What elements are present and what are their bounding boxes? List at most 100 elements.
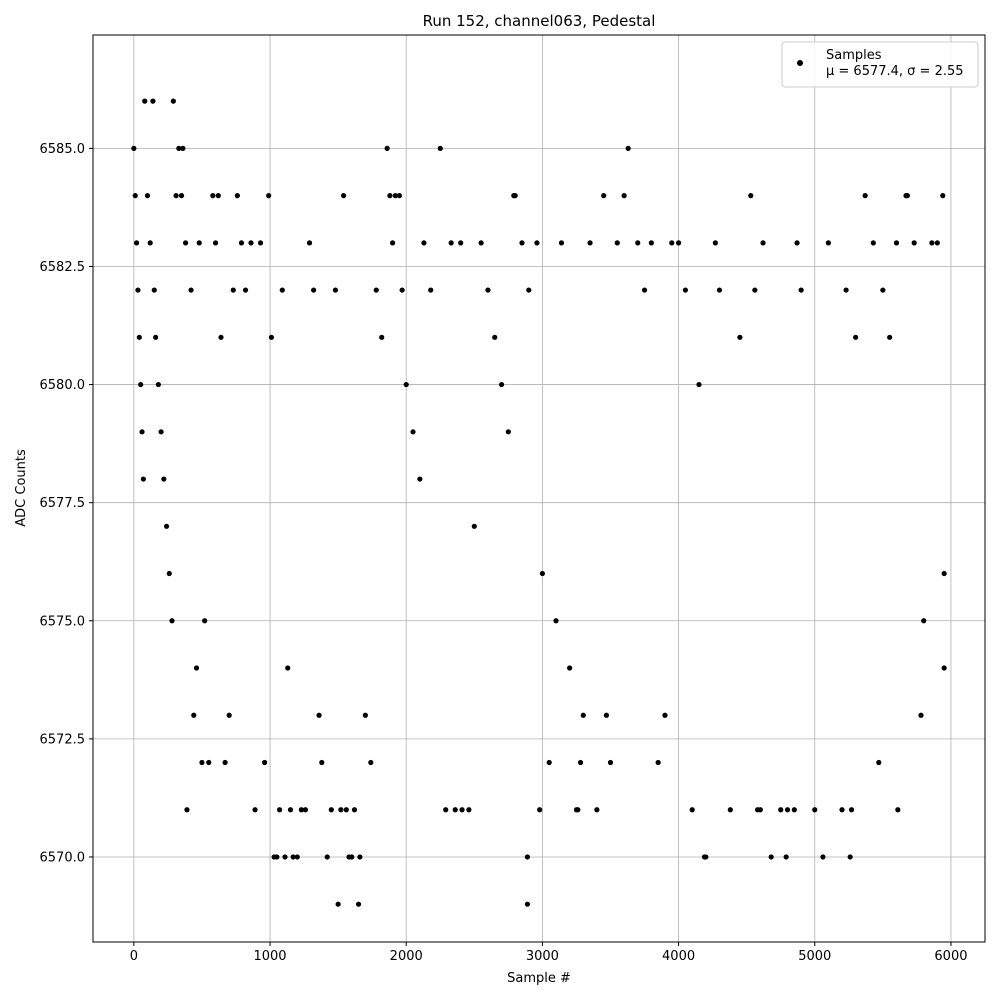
data-point [222, 759, 228, 766]
data-point [279, 287, 285, 293]
data-point [641, 287, 648, 293]
data-point [316, 712, 322, 718]
x-ticks: 0 1000 2000 3000 4000 5000 6000 [130, 942, 968, 964]
data-point [142, 98, 148, 104]
data-point [478, 240, 484, 246]
data-point [675, 240, 682, 246]
y-tick-label: 6572.5 [40, 732, 86, 747]
grid-layer [93, 35, 985, 942]
data-point [166, 570, 172, 577]
data-point [466, 807, 472, 813]
y-axis-label: ADC Counts [14, 449, 29, 527]
data-point [218, 334, 224, 340]
data-point [139, 429, 145, 435]
data-point [158, 429, 164, 435]
data-point [862, 193, 868, 199]
data-point [921, 618, 927, 624]
y-ticks: 6570.0 6572.5 6575.0 6577.5 6580.0 6582.5 6585… [40, 142, 93, 865]
data-point [716, 287, 723, 293]
data-point [648, 240, 654, 246]
legend: Samples μ = 6577.4, σ = 2.55 [781, 41, 979, 88]
data-point [257, 240, 264, 246]
data-point [911, 240, 917, 246]
data-point [587, 240, 593, 246]
data-point [459, 807, 465, 813]
data-point [132, 193, 138, 199]
data-point [135, 287, 141, 293]
data-point [392, 193, 398, 199]
data-point [335, 901, 341, 907]
data-point [151, 287, 157, 293]
data-point [410, 429, 416, 435]
x-axis-label: Sample # [507, 971, 571, 986]
data-point [268, 334, 274, 340]
data-point [136, 334, 142, 340]
y-tick-label: 6580.0 [40, 378, 86, 393]
data-point [178, 193, 185, 199]
data-point [539, 570, 546, 577]
y-tick-label: 6575.0 [40, 614, 86, 629]
data-point [349, 854, 355, 860]
data-point [760, 240, 766, 246]
data-point [452, 807, 458, 813]
data-point [379, 334, 385, 340]
y-tick-label: 6577.5 [40, 496, 86, 511]
legend-box [781, 41, 979, 88]
data-point [682, 287, 688, 293]
data-point [196, 240, 202, 246]
data-point [324, 854, 330, 860]
data-point [282, 854, 288, 860]
data-point [248, 240, 254, 246]
data-point [340, 193, 347, 199]
data-point [843, 287, 849, 293]
data-point [390, 240, 396, 246]
data-point [669, 240, 675, 246]
data-point [311, 287, 317, 293]
data-point [421, 240, 427, 246]
data-point [226, 712, 232, 718]
data-point [820, 854, 826, 860]
legend-marker [797, 60, 803, 66]
data-point [210, 193, 216, 199]
data-point [580, 712, 586, 718]
data-point [918, 712, 924, 718]
data-point [895, 807, 901, 813]
data-point [252, 807, 258, 813]
data-point [188, 287, 194, 293]
data-point [757, 807, 763, 813]
data-point [343, 807, 349, 813]
data-point [887, 334, 893, 340]
data-point [191, 712, 197, 718]
data-point [319, 759, 325, 766]
data-point [328, 807, 334, 813]
data-point [791, 807, 797, 813]
data-point [387, 193, 393, 199]
data-point [176, 145, 182, 151]
data-point [655, 759, 661, 766]
data-point [519, 240, 525, 246]
data-point [373, 287, 379, 293]
data-point [234, 193, 240, 199]
data-point [428, 287, 434, 293]
data-point [526, 287, 532, 293]
data-point [812, 807, 818, 813]
data-point [553, 618, 559, 624]
data-point [712, 240, 718, 246]
legend-stats-label: μ = 6577.4, σ = 2.55 [826, 64, 964, 79]
data-point [748, 193, 754, 199]
data-point [355, 901, 362, 907]
data-point [603, 712, 610, 718]
chart-title: Run 152, channel063, Pedestal [423, 12, 656, 30]
data-point [492, 334, 498, 340]
x-tick-label: 2000 [390, 949, 423, 964]
data-point [737, 334, 743, 340]
data-point [202, 618, 208, 624]
data-point [212, 240, 219, 246]
x-tick-label: 6000 [934, 949, 967, 964]
data-point [934, 240, 940, 246]
data-point [893, 240, 900, 246]
data-point [230, 287, 236, 293]
data-point [614, 240, 620, 246]
data-point [458, 240, 464, 246]
x-tick-label: 5000 [798, 949, 831, 964]
